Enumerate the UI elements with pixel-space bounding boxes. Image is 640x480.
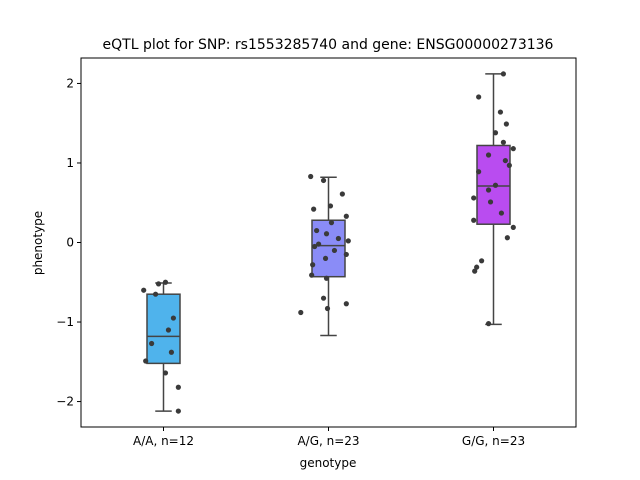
data-point — [510, 224, 516, 230]
data-point — [472, 268, 478, 274]
axes-frame — [80, 57, 577, 428]
y-tick-label: 1 — [66, 156, 74, 170]
data-point — [474, 264, 480, 270]
data-point — [471, 217, 477, 223]
plot-area: −2 −1 0 1 2 A/A, n=12 A/G, n=23 G/G, n=23 — [56, 71, 525, 448]
data-point — [504, 235, 510, 241]
data-point — [506, 162, 512, 168]
data-point — [327, 203, 334, 209]
data-point — [476, 169, 482, 175]
data-point — [485, 321, 492, 327]
data-point — [500, 71, 506, 77]
data-point — [312, 243, 318, 250]
data-point — [335, 235, 341, 242]
data-point — [310, 262, 316, 268]
data-point — [339, 191, 345, 197]
data-point — [502, 157, 508, 164]
x-tick-label: G/G, n=23 — [462, 434, 525, 448]
data-point — [485, 187, 492, 193]
x-tick-label: A/G, n=23 — [297, 434, 359, 448]
x-axis-label: genotype — [300, 456, 357, 470]
data-point — [143, 358, 149, 364]
data-point — [168, 349, 175, 355]
data-point — [322, 255, 329, 262]
data-point — [479, 258, 485, 264]
data-point — [485, 152, 492, 158]
data-point — [175, 408, 181, 414]
data-point — [324, 305, 331, 312]
data-point — [500, 139, 506, 145]
data-point — [149, 340, 155, 347]
data-point — [311, 206, 317, 212]
data-point — [345, 238, 351, 244]
data-point — [162, 370, 169, 376]
data-point — [314, 227, 320, 234]
data-point — [471, 195, 477, 201]
data-point — [316, 241, 322, 247]
data-point — [476, 94, 482, 100]
x-tick-label: A/A, n=12 — [133, 434, 194, 448]
data-point — [141, 287, 147, 293]
data-point — [170, 315, 176, 321]
data-point — [152, 291, 159, 297]
y-axis-label: phenotype — [31, 211, 45, 275]
data-point — [328, 220, 335, 226]
data-point — [497, 109, 504, 115]
data-point — [323, 275, 330, 281]
box — [146, 293, 181, 365]
data-point — [343, 301, 349, 307]
data-point — [492, 130, 499, 136]
data-point — [503, 121, 509, 127]
data-point — [323, 231, 330, 237]
data-point — [343, 251, 349, 258]
y-tick-label: 0 — [66, 236, 74, 250]
data-point — [331, 247, 338, 254]
data-point — [165, 327, 172, 333]
y-tick-label: −2 — [56, 395, 74, 409]
data-point — [162, 279, 169, 285]
y-tick-label: −1 — [56, 315, 74, 329]
data-point — [308, 173, 314, 180]
data-point — [510, 146, 516, 152]
data-point — [343, 213, 349, 219]
y-tick-label: 2 — [66, 76, 74, 90]
chart-title: eQTL plot for SNP: rs1553285740 and gene… — [103, 37, 554, 53]
data-point — [487, 199, 494, 205]
data-point — [492, 182, 499, 188]
data-point — [309, 272, 315, 278]
data-point — [175, 384, 181, 390]
data-point — [320, 177, 327, 184]
data-point — [298, 309, 304, 316]
data-point — [498, 210, 505, 216]
data-point — [320, 295, 327, 301]
data-point — [155, 281, 162, 287]
